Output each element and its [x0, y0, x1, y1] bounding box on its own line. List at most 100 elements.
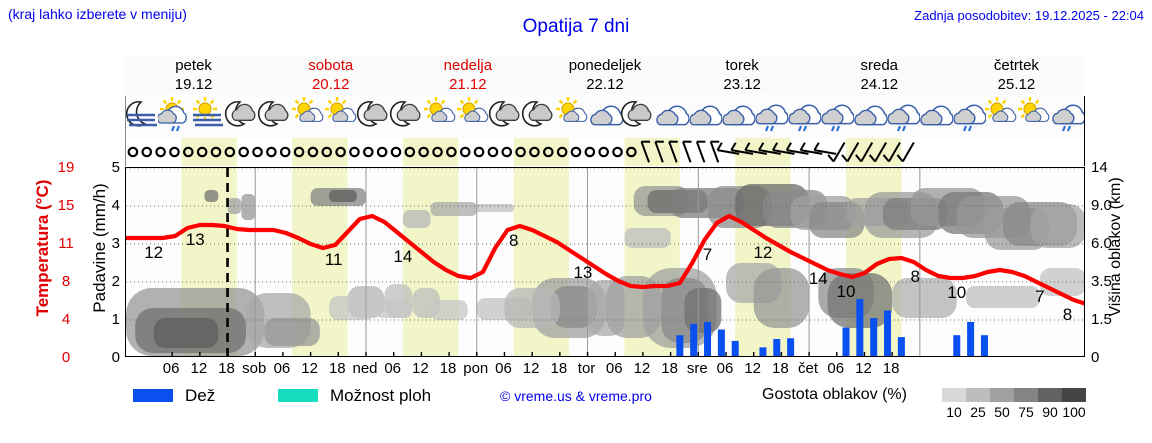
x-tick-label: 18 — [882, 360, 900, 377]
x-tick-label: 06 — [827, 360, 845, 377]
temperature-tick-3: 8 — [61, 273, 71, 290]
x-tick-label: 18 — [218, 360, 235, 377]
day-column-sobota[interactable]: sobota 20.12 — [262, 55, 399, 95]
cloud-height-axis-ticks: 14 9.0 6.0 3.5 1.5 0 — [1091, 160, 1131, 365]
cloud-density-legend-label: Gostota oblakov (%) — [762, 386, 907, 403]
weather-icon-cloud-rain — [820, 96, 855, 138]
day-date: 24.12 — [860, 76, 899, 93]
x-tick-label: 12 — [855, 360, 872, 377]
weather-icon-cloud-rain — [886, 96, 921, 138]
day-column-sreda[interactable]: sreda 24.12 — [811, 55, 948, 95]
weather-icon-cloud — [721, 96, 756, 138]
cloud-density-step-10: 10 — [946, 404, 962, 420]
temperature-tick-5: 0 — [61, 349, 71, 366]
weather-icon-moon-cloud — [257, 96, 291, 138]
cloud-height-tick-1: 9.0 — [1091, 197, 1112, 214]
cloud-density-step-100: 100 — [1062, 404, 1086, 420]
last-update-text: Zadnja posodobitev: 19.12.2025 - 22:04 — [914, 8, 1144, 23]
day-date: 20.12 — [311, 76, 350, 93]
weather-icon-cloud — [688, 96, 723, 138]
precipitation-tick-2: 3 — [111, 235, 120, 252]
temperature-tick-2: 11 — [58, 235, 74, 252]
day-name: ponedeljek — [568, 57, 642, 74]
cloud-height-tick-0: 14 — [1091, 159, 1108, 176]
cloud-density-step-50: 50 — [994, 404, 1010, 420]
weather-icon-sun-cloud — [1018, 96, 1051, 138]
weather-icon-cloud-rain — [952, 96, 987, 138]
rain-legend-label: Dež — [185, 386, 216, 405]
weather-icon-moon-cloud — [356, 96, 390, 138]
svg-text:10: 10 — [837, 282, 856, 301]
svg-text:11: 11 — [325, 250, 343, 269]
x-tick-label: 12 — [301, 360, 318, 377]
cloud-density-step-75: 75 — [1018, 404, 1034, 420]
cloud-density-step-25: 25 — [970, 404, 986, 420]
day-column-nedelja[interactable]: nedelja 21.12 — [399, 55, 536, 95]
day-name: četrtek — [993, 57, 1039, 74]
temperature-tick-0: 19 — [57, 159, 75, 176]
precipitation-tick-4: 1 — [111, 311, 120, 328]
weather-icon-sun-cloud — [555, 96, 588, 138]
svg-text:13: 13 — [573, 263, 592, 282]
x-tick-label: 06 — [605, 360, 623, 377]
day-column-torek[interactable]: torek 23.12 — [674, 55, 811, 95]
precipitation-tick-1: 4 — [111, 197, 120, 214]
weather-icon-sun-fog — [192, 96, 225, 138]
x-axis-tick-labels: 06 12 18 sob 06 12 18 ned 06 12 18 pon 06 12 18 tor 06 12… — [125, 360, 1085, 380]
weather-icon-sun-cloud — [291, 96, 324, 138]
showers-color-swatch — [278, 389, 318, 402]
x-tick-label: 06 — [495, 360, 512, 377]
day-date: 19.12 — [174, 76, 213, 93]
x-tick-label: 12 — [522, 360, 540, 377]
cloud-height-tick-2: 6.0 — [1091, 235, 1112, 252]
x-tick-label: 18 — [328, 360, 346, 377]
x-tick-label: 18 — [661, 360, 678, 377]
svg-text:8: 8 — [1063, 305, 1072, 324]
weather-icon-cloud — [919, 96, 954, 138]
weather-icon-moon-fog — [126, 96, 159, 138]
weather-icon-cloud — [588, 96, 623, 138]
day-column-cetrtek[interactable]: četrtek 25.12 — [948, 55, 1085, 95]
svg-text:13: 13 — [186, 230, 205, 249]
svg-text:8: 8 — [509, 231, 518, 250]
temperature-tick-4: 4 — [61, 311, 71, 328]
x-tick-label: 18 — [550, 360, 568, 377]
weather-icon-cloud-rain — [787, 96, 822, 138]
weather-icon-cloud-rain — [1051, 96, 1084, 138]
x-tick-label: 12 — [412, 360, 429, 377]
day-column-petek[interactable]: petek 19.12 — [125, 55, 262, 95]
x-tick-label: 12 — [190, 360, 208, 377]
rain-color-swatch — [133, 389, 173, 402]
cloud-height-tick-5: 0 — [1091, 349, 1100, 366]
x-tick-label: 18 — [439, 360, 457, 377]
forecast-plot[interactable]: 12 13 11 14 8 13 7 12 14 10 8 10 7 8 — [125, 167, 1085, 357]
wind-barb-strip — [125, 138, 1085, 166]
day-name: petek — [175, 57, 212, 74]
weather-icon-moon-cloud — [224, 96, 258, 138]
day-name: sobota — [308, 57, 354, 74]
temperature-axis-ticks: 19 15 11 8 4 0 — [46, 160, 86, 365]
precipitation-tick-0: 5 — [111, 159, 120, 176]
x-tick-label: pon — [463, 360, 489, 377]
svg-text:10: 10 — [947, 283, 966, 302]
svg-text:8: 8 — [910, 267, 919, 286]
weather-icon-sun-cloud — [985, 96, 1018, 138]
precipitation-tick-5: 0 — [111, 349, 120, 366]
day-name: torek — [725, 57, 759, 74]
svg-text:12: 12 — [144, 243, 163, 262]
svg-text:7: 7 — [703, 245, 712, 264]
showers-legend-label: Možnost ploh — [330, 386, 432, 405]
day-header-row: petek 19.12 sobota 20.12 nedelja 21.12 p… — [125, 55, 1085, 95]
svg-text:7: 7 — [1035, 287, 1044, 306]
x-tick-label: sre — [686, 360, 708, 377]
day-date: 25.12 — [997, 76, 1036, 93]
location-menu-note: (kraj lahko izberete v meniju) — [8, 6, 187, 22]
weather-icon-cloud — [655, 96, 690, 138]
cloud-height-tick-4: 1.5 — [1091, 311, 1112, 328]
day-date: 22.12 — [586, 76, 624, 93]
weather-icon-strip — [125, 96, 1085, 138]
copyright-link[interactable]: © vreme.us & vreme.pro — [500, 388, 652, 404]
page-title: Opatija 7 dni — [522, 16, 630, 37]
weather-icon-sun-cloud — [456, 96, 489, 138]
day-column-ponedeljek[interactable]: ponedeljek 22.12 — [536, 55, 673, 95]
